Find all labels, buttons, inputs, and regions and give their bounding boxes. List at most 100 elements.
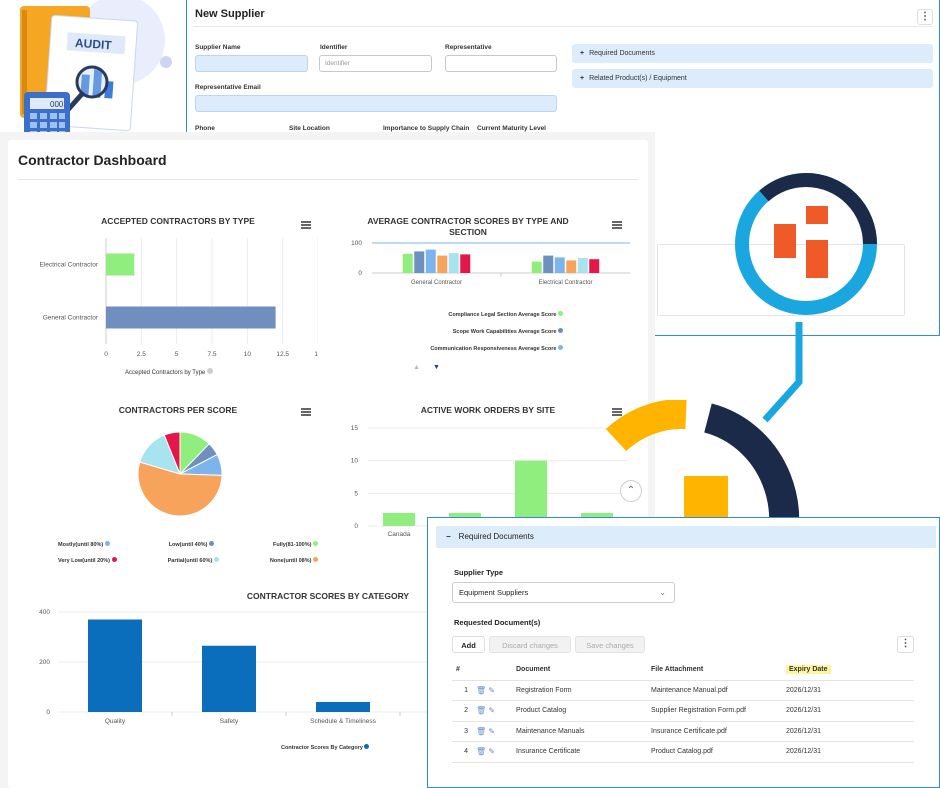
bar <box>414 251 425 273</box>
y-tick-label: 0 <box>358 270 362 277</box>
per-score-chart <box>137 431 223 517</box>
doc-bar <box>92 68 103 98</box>
by-category-chart-title: CONTRACTOR SCORES BY CATEGORY <box>246 591 410 601</box>
doc-bar <box>80 74 90 97</box>
bar <box>460 254 471 273</box>
legend-prev-icon[interactable]: ▲ <box>413 364 420 371</box>
bar <box>554 257 565 273</box>
required-documents-header[interactable]: − Required Documents <box>436 526 564 548</box>
edit-icon[interactable]: ✎ <box>488 706 496 716</box>
edit-icon[interactable]: ✎ <box>488 726 496 736</box>
bar <box>448 253 459 273</box>
y-tick-label: 10 <box>351 458 359 465</box>
y-tick-label: 200 <box>39 659 50 666</box>
bar <box>577 258 588 273</box>
y-tick-label: 5 <box>354 490 358 497</box>
y-tick-label: 100 <box>351 240 362 247</box>
new-supplier-title: New Supplier <box>195 8 265 20</box>
discard-changes-button[interactable]: Discard changes <box>489 636 571 653</box>
minus-icon: − <box>446 532 451 541</box>
kebab-icon[interactable]: ⋮ <box>917 9 933 25</box>
bar <box>531 261 542 273</box>
audit-illustration: AUDIT 000 <box>20 0 172 146</box>
legend-next-icon[interactable]: ▼ <box>433 364 440 371</box>
x-tick-label: 2.5 <box>137 351 146 358</box>
identifier-label: Identifier <box>320 44 348 51</box>
edit-icon[interactable]: ✎ <box>488 747 496 757</box>
attachment-cell[interactable]: Product Catalog.pdf <box>647 741 782 763</box>
bar <box>383 512 415 526</box>
supplier-name-input[interactable] <box>195 55 308 72</box>
chart-menu-icon[interactable] <box>301 408 311 416</box>
representative-label: Representative <box>445 44 492 51</box>
y-tick-label: 0 <box>46 709 50 716</box>
attachment-cell[interactable]: Supplier Registration Form.pdf <box>647 700 782 722</box>
by-category-chart: 0 200 400 Quality Safety Schedule & Timelines… <box>39 609 438 725</box>
table-row[interactable]: 1 🗑 ✎ Registration Form Maintenance Manu… <box>452 680 914 701</box>
document-cell: Maintenance Manuals <box>512 721 647 742</box>
chart-menu-icon[interactable] <box>612 221 622 229</box>
representative-input[interactable] <box>445 55 557 72</box>
site-location-label: Site Location <box>289 125 330 132</box>
plus-icon: + <box>580 75 585 82</box>
trash-icon[interactable]: 🗑 <box>476 726 487 736</box>
related-products-accordion[interactable]: + Related Product(s) / Equipment <box>572 69 933 88</box>
x-tick-label: Quality <box>105 718 126 725</box>
binder-spine <box>22 10 27 114</box>
supplier-type-select[interactable]: Equipment Suppliers ⌄ <box>452 582 675 603</box>
bar <box>402 253 413 273</box>
bar <box>515 460 547 526</box>
representative-email-input[interactable] <box>195 95 557 112</box>
scroll-top-button[interactable]: ⌃ <box>620 480 642 502</box>
bar <box>566 260 577 273</box>
document-cell: Registration Form <box>512 680 647 701</box>
identifier-input[interactable]: Identifier <box>319 55 432 72</box>
connector-line <box>762 322 803 423</box>
trash-icon[interactable]: 🗑 <box>476 747 487 757</box>
bar <box>437 255 448 273</box>
attachment-cell[interactable]: Insurance Certificate.pdf <box>647 721 782 742</box>
accepted-chart-legend: Accepted Contractors by Type <box>125 368 213 376</box>
average-chart-title: AVERAGE CONTRACTOR SCORES BY TYPE AND SEC… <box>367 216 569 237</box>
attachment-cell[interactable]: Maintenance Manual.pdf <box>647 680 782 701</box>
x-tick-label: 10 <box>244 351 252 358</box>
expiry-cell: 2026/12/31 <box>782 680 914 701</box>
chart-menu-icon[interactable] <box>301 221 311 229</box>
table-row[interactable]: 2 🗑 ✎ Product Catalog Supplier Registrat… <box>452 700 914 722</box>
y-tick-label: Electrical Contractor <box>39 262 98 269</box>
bar <box>316 702 370 712</box>
required-documents-accordion[interactable]: + Required Documents <box>572 44 933 63</box>
dashboard-title: Contractor Dashboard <box>18 152 167 168</box>
by-category-legend: Contractor Scores By Category <box>281 744 370 751</box>
per-score-chart-title: CONTRACTORS PER SCORE <box>118 405 238 415</box>
edit-icon[interactable]: ✎ <box>488 685 496 695</box>
table-row[interactable]: 3 🗑 ✎ Maintenance Manuals Insurance Cert… <box>452 721 914 742</box>
x-tick-label: 7.5 <box>207 351 216 358</box>
representative-email-label: Representative Email <box>195 84 261 91</box>
document-cell: Product Catalog <box>512 700 647 722</box>
x-tick-label: Schedule & Timeliness <box>310 718 377 725</box>
column-document: Document <box>512 659 647 681</box>
plus-icon: + <box>580 50 585 57</box>
x-tick-label: 12.5 <box>276 351 289 358</box>
trash-icon[interactable]: 🗑 <box>476 706 487 716</box>
y-tick-label: 15 <box>351 425 359 432</box>
add-button[interactable]: Add <box>452 636 485 653</box>
calculator-display-text: 000 <box>50 100 64 109</box>
bar <box>88 619 142 712</box>
document-cell: Insurance Certificate <box>512 741 647 763</box>
chart-menu-icon[interactable] <box>612 408 622 416</box>
bar <box>202 645 256 712</box>
column-expiry: Expiry Date <box>782 659 914 681</box>
save-changes-button[interactable]: Save changes <box>575 636 645 653</box>
trash-icon[interactable]: 🗑 <box>476 685 487 695</box>
column-num: # <box>452 659 472 681</box>
calculator-display <box>30 98 64 109</box>
kebab-icon[interactable]: ⋮ <box>897 636 914 653</box>
expiry-cell: 2026/12/31 <box>782 741 914 763</box>
x-tick-label: 5 <box>175 351 179 358</box>
header-bar <box>564 526 936 548</box>
audit-sign-text: AUDIT <box>75 36 113 53</box>
table-row[interactable]: 4 🗑 ✎ Insurance Certificate Product Cata… <box>452 741 914 763</box>
required-documents-panel: − Required Documents Supplier Type Equipm… <box>427 517 940 788</box>
